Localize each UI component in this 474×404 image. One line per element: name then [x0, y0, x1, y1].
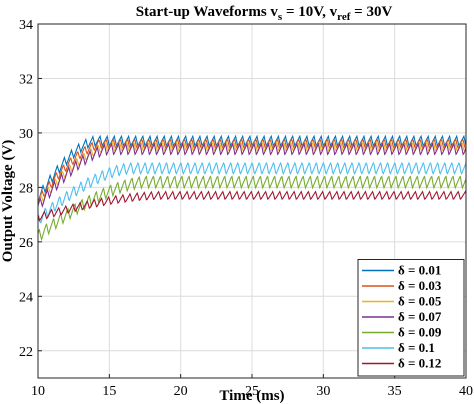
legend-label: δ = 0.05	[398, 294, 442, 309]
y-tick-label: 28	[19, 181, 33, 196]
legend-label: δ = 0.03	[398, 278, 442, 293]
y-tick-label: 34	[19, 18, 33, 33]
y-tick-label: 26	[19, 236, 33, 251]
legend-label: δ = 0.12	[398, 356, 441, 371]
series-line	[37, 175, 467, 242]
y-axis-label: Output Voltage (V)	[0, 140, 16, 263]
legend-label: δ = 0.1	[398, 340, 435, 355]
legend-label: δ = 0.01	[398, 263, 441, 278]
x-tick-label: 15	[102, 384, 116, 399]
x-tick-label: 20	[174, 384, 188, 399]
x-axis-ticks: 10 15 20 25 30 35 40	[31, 374, 473, 399]
x-axis-label: Time (ms)	[219, 388, 284, 404]
y-tick-label: 30	[19, 127, 33, 142]
legend-label: δ = 0.09	[398, 325, 442, 340]
y-axis-ticks: 22 24 26 28 30 32 34	[19, 18, 42, 360]
x-tick-label: 40	[459, 384, 473, 399]
series-line	[37, 142, 467, 208]
x-tick-label: 25	[245, 384, 259, 399]
y-tick-label: 22	[19, 345, 33, 360]
series-line	[37, 190, 467, 222]
series-line	[37, 161, 467, 224]
x-tick-label: 30	[316, 384, 330, 399]
x-tick-label: 35	[388, 384, 402, 399]
legend: δ = 0.01δ = 0.03δ = 0.05δ = 0.07δ = 0.09…	[357, 259, 465, 377]
plot-lines	[37, 134, 467, 242]
chart-title: Start-up Waveforms vs = 10V, vref = 30V	[136, 4, 393, 23]
y-tick-label: 32	[19, 72, 33, 87]
x-tick-label: 10	[31, 384, 45, 399]
y-tick-label: 24	[19, 290, 33, 305]
legend-label: δ = 0.07	[398, 309, 442, 324]
